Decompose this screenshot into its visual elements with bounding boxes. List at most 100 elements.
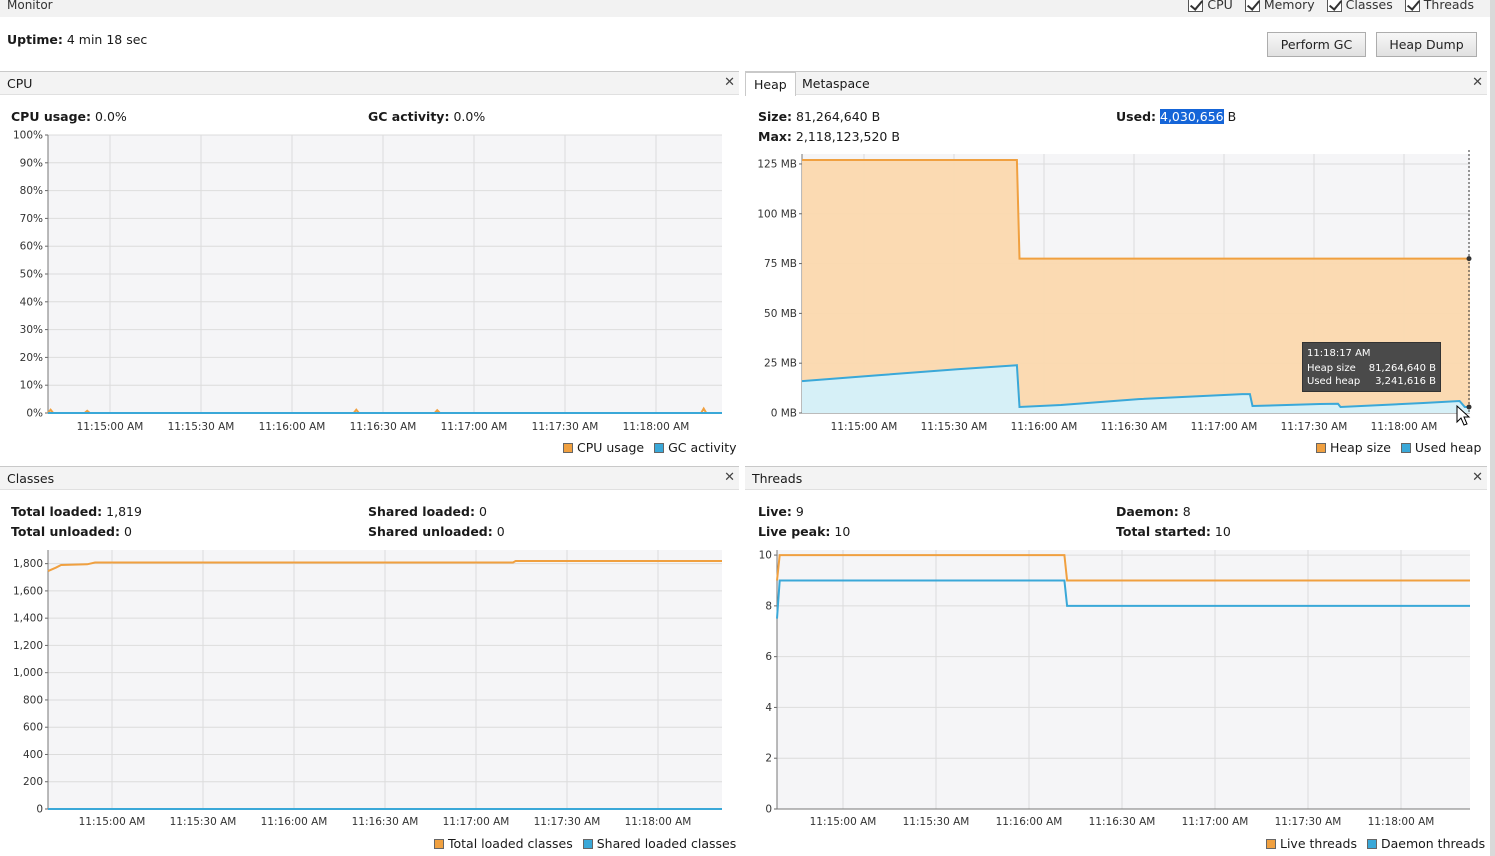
tab-heap[interactable]: Heap: [745, 72, 796, 96]
window-edge: [1490, 0, 1495, 856]
series-line-blue: [801, 364, 1470, 409]
checkbox-checked-icon[interactable]: [1404, 0, 1420, 12]
legend-item: GC activity: [654, 440, 737, 455]
threads-checkbox[interactable]: Threads: [1404, 0, 1474, 12]
uptime: Uptime: 4 min 18 sec: [7, 32, 148, 47]
total-loaded-stat: Total loaded: 1,819: [11, 504, 142, 519]
chart-tooltip: 11:18:17 AM Heap size 81,264,640 B Used h…: [1302, 342, 1441, 392]
x-tick-label: 11:17:00 AM: [441, 421, 508, 433]
close-icon[interactable]: ✕: [724, 470, 735, 485]
y-tick-label: 100 MB: [757, 208, 797, 220]
x-tick-label: 11:17:30 AM: [1275, 816, 1342, 828]
threads-panel-title: Threads: [752, 471, 803, 486]
x-tick-label: 11:17:30 AM: [534, 816, 601, 828]
heap-dump-button[interactable]: Heap Dump: [1376, 32, 1477, 57]
checkbox-checked-icon[interactable]: [1326, 0, 1342, 12]
y-tick-label: 0%: [26, 408, 43, 420]
y-tick-label: 75 MB: [764, 258, 797, 270]
legend-item: Heap size: [1316, 440, 1391, 455]
legend-swatch: [1266, 838, 1276, 849]
perform-gc-button[interactable]: Perform GC: [1267, 32, 1366, 57]
x-tick-label: 11:18:00 AM: [1368, 816, 1435, 828]
checkbox-checked-icon[interactable]: [1244, 0, 1260, 12]
shared-unloaded-stat: Shared unloaded: 0: [368, 524, 505, 539]
classes-checkbox[interactable]: Classes: [1326, 0, 1393, 12]
x-tick-label: 11:16:30 AM: [350, 421, 417, 433]
x-tick-label: 11:15:00 AM: [79, 816, 146, 828]
x-tick-label: 11:16:30 AM: [1101, 421, 1168, 433]
y-tick-label: 50 MB: [764, 308, 797, 320]
legend-swatch: [563, 442, 573, 453]
y-tick-label: 400: [23, 749, 43, 761]
threads-legend: Live threads Daemon threads: [1266, 836, 1485, 851]
selected-text[interactable]: 4,030,656: [1160, 109, 1224, 124]
y-tick-label: 2: [765, 753, 772, 765]
series-area-blue: [802, 365, 1470, 413]
y-tick-label: 0: [765, 804, 772, 816]
live-threads-stat: Live: 9: [758, 504, 804, 519]
x-tick-label: 11:18:00 AM: [625, 816, 692, 828]
y-tick-label: 30%: [20, 324, 43, 336]
y-tick-label: 10%: [20, 380, 43, 392]
memory-checkbox[interactable]: Memory: [1244, 0, 1315, 12]
y-tick-label: 200: [23, 776, 43, 788]
legend-item: Shared loaded classes: [582, 836, 736, 851]
y-tick-label: 0: [36, 804, 43, 816]
x-tick-label: 11:16:00 AM: [996, 816, 1063, 828]
hover-point: [1466, 404, 1472, 410]
y-tick-label: 800: [23, 694, 43, 706]
shared-loaded-stat: Shared loaded: 0: [368, 504, 487, 519]
heap-legend: Heap size Used heap: [1316, 440, 1481, 455]
y-tick-label: 6: [765, 651, 772, 663]
y-tick-label: 20%: [20, 352, 43, 364]
classes-chart: 11:15:00 AM 11:15:30 AM 11:16:00 AM 11:16:3…: [13, 550, 722, 828]
legend-item: Live threads: [1266, 836, 1357, 851]
x-tick-label: 11:15:00 AM: [810, 816, 877, 828]
close-icon[interactable]: ✕: [1472, 470, 1483, 485]
legend-item: Total loaded classes: [434, 836, 573, 851]
x-tick-label: 11:15:30 AM: [168, 421, 235, 433]
y-tick-label: 1,800: [13, 558, 43, 570]
close-icon[interactable]: ✕: [724, 75, 735, 90]
heap-max-stat: Max: 2,118,123,520 B: [758, 129, 900, 144]
tab-metaspace[interactable]: Metaspace: [802, 76, 870, 91]
cpu-chart: 11:15:00 AM 11:15:30 AM 11:16:00 AM 11:16:3…: [13, 130, 722, 433]
y-tick-label: 125 MB: [757, 158, 797, 170]
legend-swatch: [1366, 838, 1377, 849]
y-tick-label: 8: [765, 600, 772, 612]
y-tick-label: 1,600: [13, 585, 43, 597]
legend-swatch: [1316, 442, 1326, 453]
daemon-threads-stat: Daemon: 8: [1116, 504, 1191, 519]
legend-swatch: [1400, 442, 1411, 453]
y-tick-label: 600: [23, 722, 43, 734]
cpu-checkbox[interactable]: CPU: [1188, 0, 1233, 12]
hover-point: [1466, 256, 1472, 262]
checkbox-checked-icon[interactable]: [1188, 0, 1204, 12]
classes-legend: Total loaded classes Shared loaded class…: [434, 836, 736, 851]
y-tick-label: 70%: [20, 213, 43, 225]
x-tick-label: 11:17:00 AM: [1191, 421, 1258, 433]
classes-panel-title: Classes: [7, 471, 55, 486]
total-unloaded-stat: Total unloaded: 0: [11, 524, 132, 539]
monitor-header: Monitor CPU Memory Classes Threads: [0, 0, 1490, 17]
heap-size-stat: Size: 81,264,640 B: [758, 109, 881, 124]
heap-chart[interactable]: 11:15:00 AM 11:15:30 AM 11:16:00 AM 11:16:3…: [745, 150, 1487, 435]
x-tick-label: 11:15:00 AM: [831, 421, 898, 433]
close-icon[interactable]: ✕: [1472, 75, 1483, 90]
y-tick-label: 1,400: [13, 613, 43, 625]
heap-used-stat[interactable]: Used: 4,030,656 B: [1116, 109, 1237, 124]
x-tick-label: 11:15:30 AM: [903, 816, 970, 828]
y-tick-label: 90%: [20, 157, 43, 169]
x-tick-label: 11:17:00 AM: [1182, 816, 1249, 828]
legend-swatch: [654, 442, 665, 453]
legend-swatch: [582, 838, 593, 849]
y-tick-label: 60%: [20, 241, 43, 253]
x-tick-label: 11:16:00 AM: [261, 816, 328, 828]
view-checkboxes: CPU Memory Classes Threads: [1188, 0, 1474, 12]
threads-chart: 11:15:00 AM 11:15:30 AM 11:16:00 AM 11:16:3…: [759, 550, 1470, 828]
y-tick-label: 1,200: [13, 640, 43, 652]
y-tick-label: 50%: [20, 269, 43, 281]
y-tick-label: 10: [759, 550, 772, 562]
series-line-orange: [47, 560, 722, 573]
gc-activity-stat: GC activity: 0.0%: [368, 109, 486, 124]
